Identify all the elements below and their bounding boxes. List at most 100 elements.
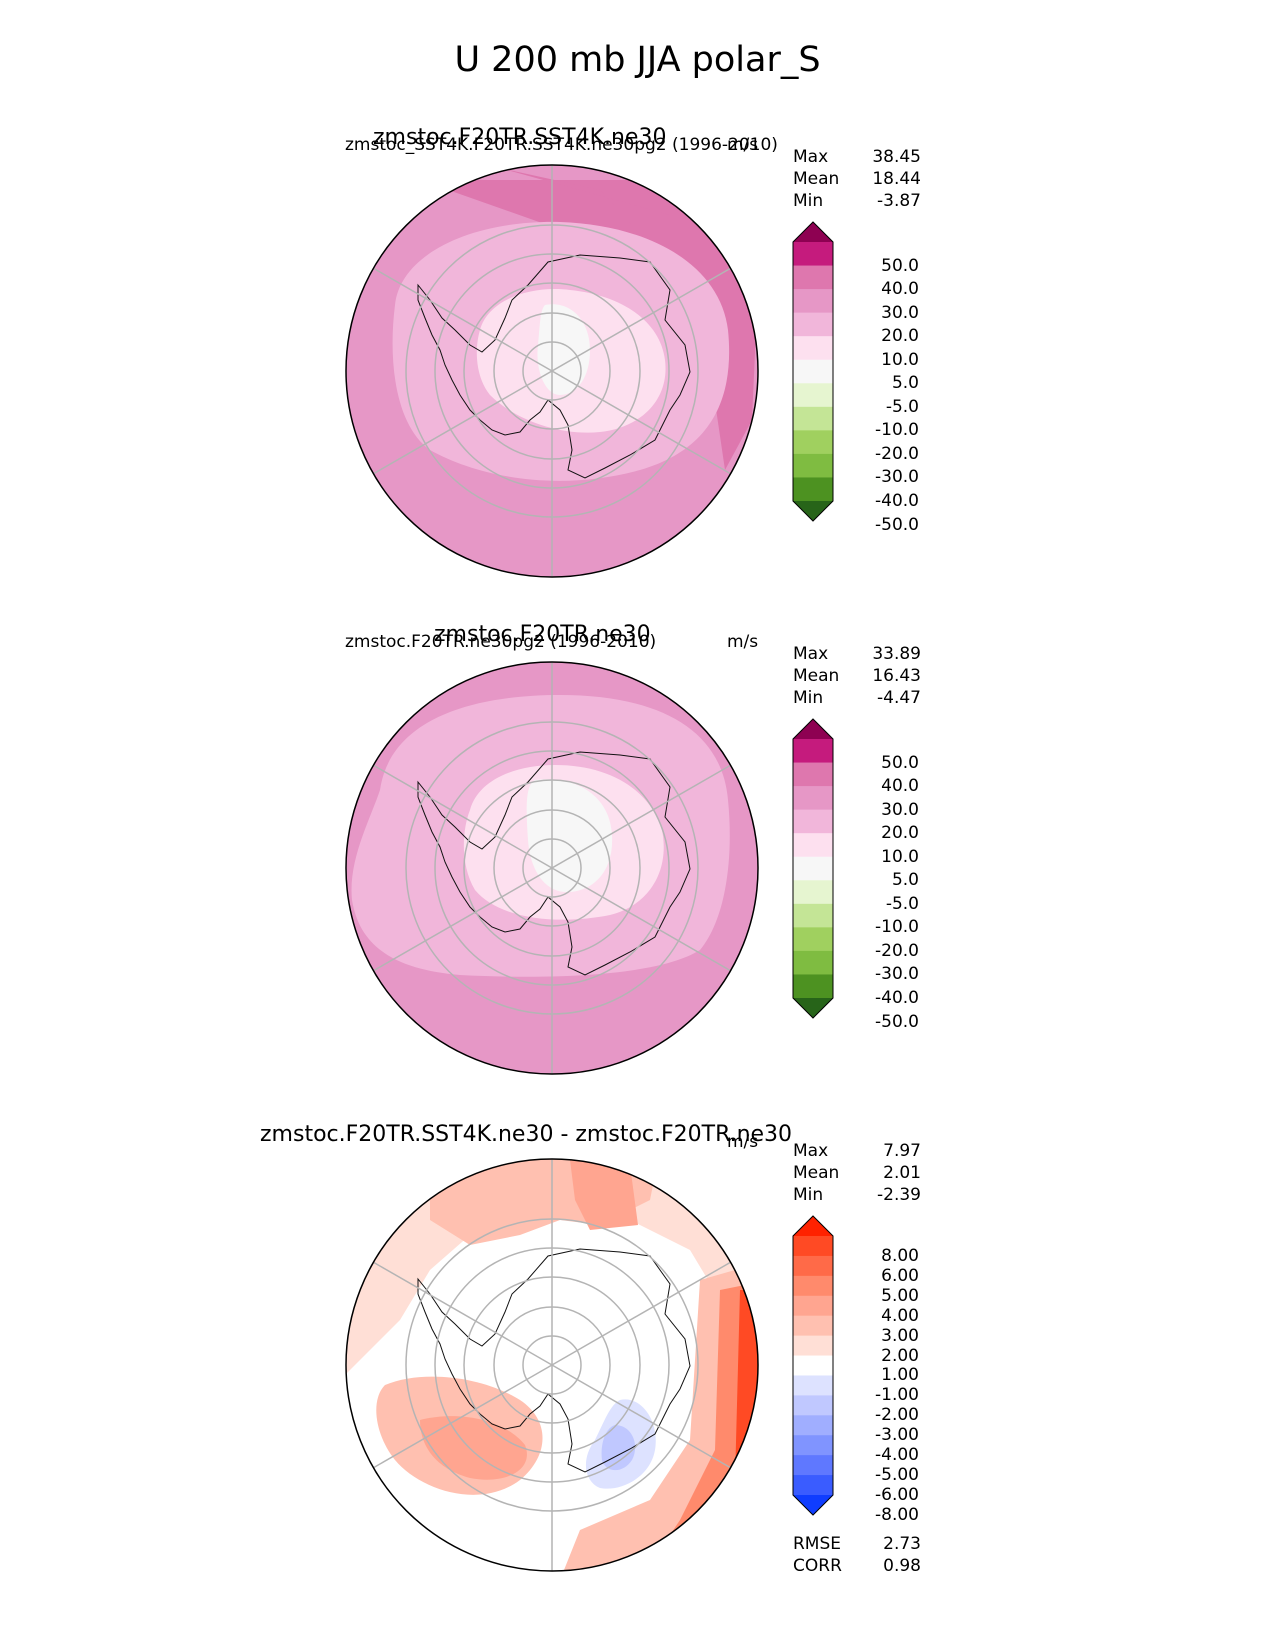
stat-value: 18.44 bbox=[872, 169, 921, 189]
panel-3-field-3 bbox=[570, 1160, 638, 1230]
colorbar-outline bbox=[792, 718, 834, 1019]
metric-label: RMSE bbox=[793, 1534, 842, 1554]
stat-row: Mean 16.43 bbox=[793, 665, 921, 687]
panel-3-field-2 bbox=[430, 1159, 660, 1245]
colorbar-band bbox=[793, 833, 833, 858]
colorbar-band bbox=[793, 289, 833, 314]
colorbar-band bbox=[793, 1335, 833, 1357]
colorbar-tick-label: -1.00 bbox=[875, 1385, 919, 1406]
colorbar-band bbox=[793, 359, 833, 384]
colorbar-outline bbox=[792, 1215, 834, 1516]
colorbar-band bbox=[793, 1395, 833, 1416]
stat-row: Max 33.89 bbox=[793, 643, 921, 665]
colorbar-band bbox=[793, 762, 833, 787]
stat-label: Min bbox=[793, 191, 824, 211]
colorbar-tick-label: -20.0 bbox=[875, 443, 919, 464]
colorbar-band bbox=[793, 903, 833, 928]
colorbar-band bbox=[793, 950, 833, 975]
stat-row: Min -3.87 bbox=[793, 190, 921, 212]
stat-value: -3.87 bbox=[877, 191, 921, 211]
panel-2-graticule bbox=[372, 662, 732, 1074]
colorbar-extend-min bbox=[793, 998, 833, 1018]
colorbar-band bbox=[793, 453, 833, 478]
colorbar-tick-label: 10.0 bbox=[881, 349, 919, 370]
colorbar-band bbox=[793, 430, 833, 455]
colorbar-extend-max bbox=[793, 222, 833, 242]
colorbar-band bbox=[793, 1275, 833, 1297]
colorbar-extend-min bbox=[793, 501, 833, 521]
panel-2-title: zmstoc.F20TR.ne30 bbox=[434, 622, 651, 647]
colorbar-band bbox=[793, 739, 833, 764]
colorbar-band bbox=[793, 1475, 833, 1496]
panel-2-boundary bbox=[345, 661, 759, 1075]
panel-2-field-20 bbox=[351, 695, 730, 977]
stat-row: Min -2.39 bbox=[793, 1184, 921, 1206]
colorbar-tick-label: 20.0 bbox=[881, 326, 919, 347]
panel-3-title: zmstoc.F20TR.SST4K.ne30 - zmstoc.F20TR.n… bbox=[260, 1122, 793, 1147]
panel-1-field-40 bbox=[420, 180, 758, 300]
panel-3-graticule bbox=[372, 1159, 732, 1571]
colorbar-band bbox=[793, 1415, 833, 1436]
colorbar-tick-label: 40.0 bbox=[881, 279, 919, 300]
colorbar-band bbox=[793, 974, 833, 999]
colorbar-band bbox=[793, 265, 833, 290]
panel-1-title: zmstoc.F20TR.SST4K.ne30 bbox=[373, 125, 667, 150]
panel-2-left-label: zmstoc.F20TR.ne30pg2 (1996-2010) bbox=[345, 632, 657, 652]
colorbar-tick-label: 30.0 bbox=[881, 799, 919, 820]
panel-1-field-40b bbox=[500, 168, 758, 470]
colorbar-extend-max bbox=[793, 719, 833, 739]
colorbar-tick-label: 20.0 bbox=[881, 823, 919, 844]
colorbar-tick-label: 5.00 bbox=[881, 1285, 919, 1306]
panel-2-field-0 bbox=[526, 779, 613, 893]
stat-label: Max bbox=[793, 147, 829, 167]
panel-1-colorbar: 50.0 40.0 30.0 20.0 10.0 5.0 -5.0 -10.0 -20.0 -30… bbox=[792, 221, 919, 535]
colorbar-band bbox=[793, 1315, 833, 1337]
colorbar-tick-label: -3.00 bbox=[875, 1425, 919, 1446]
colorbar-tick-label: 10.0 bbox=[881, 846, 919, 867]
stat-row: Max 38.45 bbox=[793, 146, 921, 168]
stat-value: -2.39 bbox=[877, 1185, 921, 1205]
figure-title: U 200 mb JJA polar_S bbox=[454, 40, 821, 80]
panel-2-stats: Max 33.89 Mean 16.43 Min -4.47 bbox=[793, 643, 921, 709]
colorbar-tick-label: -4.00 bbox=[875, 1445, 919, 1466]
stat-label: Max bbox=[793, 644, 829, 664]
panel-3-boundary bbox=[345, 1158, 759, 1572]
stat-row: Max 7.97 bbox=[793, 1140, 921, 1162]
stat-value: 33.89 bbox=[872, 644, 921, 664]
colorbar-tick-label: -50.0 bbox=[875, 1011, 919, 1032]
panel-2-coastline bbox=[417, 751, 691, 976]
panel-2-units: m/s bbox=[727, 632, 759, 652]
panel-3-field-2b bbox=[376, 1376, 543, 1495]
panel-3-coastline bbox=[417, 1248, 691, 1473]
panel-2-field-40 bbox=[610, 662, 758, 760]
colorbar-tick-label: 8.00 bbox=[881, 1245, 919, 1266]
colorbar-tick-label: 30.0 bbox=[881, 302, 919, 323]
colorbar-band bbox=[793, 1455, 833, 1476]
colorbar-extend-max bbox=[793, 1216, 833, 1236]
panel-1-boundary bbox=[345, 164, 759, 578]
stat-label: Min bbox=[793, 688, 824, 708]
panel-3-field-3b bbox=[420, 1416, 527, 1480]
colorbar-band bbox=[793, 856, 833, 881]
colorbar-tick-label: -8.00 bbox=[875, 1504, 919, 1525]
colorbar-band bbox=[793, 336, 833, 361]
panel-3-units: m/s bbox=[727, 1132, 759, 1152]
colorbar-tick-label: -10.0 bbox=[875, 917, 919, 938]
colorbar-tick-label: 5.0 bbox=[891, 870, 919, 891]
colorbar-band bbox=[793, 880, 833, 905]
colorbar-band bbox=[793, 383, 833, 408]
panel-3-field-4 bbox=[640, 1280, 758, 1571]
colorbar-tick-label: 2.00 bbox=[881, 1345, 919, 1366]
colorbar-band bbox=[793, 809, 833, 834]
panel-3-colorbar: 8.00 6.00 5.00 4.00 3.00 2.00 1.00 -1.00 -2.00 -3… bbox=[792, 1215, 919, 1525]
stat-label: Mean bbox=[793, 169, 840, 189]
stat-value: 7.97 bbox=[883, 1141, 921, 1161]
panel-3-field-2c bbox=[560, 1260, 758, 1571]
colorbar-tick-label: -5.0 bbox=[885, 893, 919, 914]
colorbar-band bbox=[793, 1355, 833, 1376]
colorbar-tick-label: -6.00 bbox=[875, 1485, 919, 1505]
colorbar-tick-label: 50.0 bbox=[881, 255, 919, 276]
colorbar-band bbox=[793, 406, 833, 431]
colorbar-tick-label: 5.0 bbox=[891, 373, 919, 394]
